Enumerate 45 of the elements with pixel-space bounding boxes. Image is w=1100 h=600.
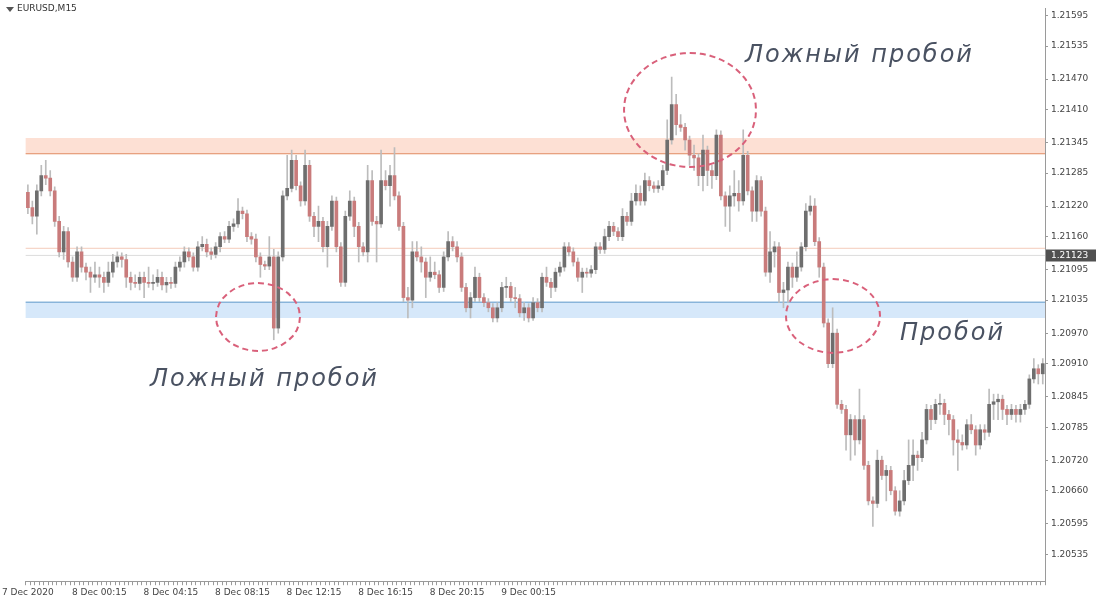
y-tick-label: 1.20785 — [1051, 421, 1089, 432]
candlestick — [580, 267, 585, 293]
y-tick-label: 1.21470 — [1051, 73, 1089, 84]
y-tick-label: 1.20720 — [1051, 454, 1089, 465]
x-tick-label: 8 Dec 12:15 — [286, 586, 342, 597]
y-tick-label: 1.21035 — [1051, 294, 1089, 305]
candlestick — [884, 464, 889, 502]
candlestick — [263, 260, 267, 270]
candlestick — [955, 429, 960, 471]
chart-title: EURUSD,M15 — [17, 3, 77, 13]
y-tick-label: 1.21345 — [1051, 136, 1089, 147]
x-tick-label: 8 Dec 20:15 — [429, 586, 485, 597]
y-tick-label: 1.20910 — [1051, 358, 1089, 369]
y-tick-label: 1.21410 — [1051, 103, 1089, 114]
y-tick-label: 1.20970 — [1051, 327, 1089, 338]
y-tick-label: 1.20845 — [1051, 391, 1089, 402]
candlestick — [996, 393, 1000, 420]
y-tick-label: 1.21095 — [1051, 263, 1089, 274]
candlestick — [93, 261, 97, 283]
annotation: Ложный пробой — [745, 40, 974, 68]
y-tick-label: 1.20535 — [1051, 548, 1089, 559]
candlestick — [428, 256, 433, 282]
y-tick-label: 1.21160 — [1051, 230, 1089, 241]
y-tick-label: 1.21595 — [1051, 9, 1089, 20]
candlestick — [151, 274, 155, 291]
x-tick-label: 7 Dec 2020 — [1, 586, 55, 597]
x-tick-label: 8 Dec 08:15 — [215, 586, 270, 597]
y-tick-label: 1.20660 — [1051, 485, 1089, 496]
y-tick-label: 1.21535 — [1051, 40, 1089, 51]
x-tick-label: 8 Dec 16:15 — [358, 586, 413, 597]
y-tick-label: 1.21285 — [1051, 167, 1089, 178]
x-tick-label: 8 Dec 04:15 — [143, 586, 199, 597]
candlestick — [133, 274, 138, 288]
candlestick — [736, 180, 741, 212]
y-tick-label: 1.20595 — [1051, 518, 1089, 529]
candlestick — [871, 496, 875, 527]
annotation: Ложный пробой — [150, 364, 379, 392]
candlestick — [142, 271, 146, 298]
y-tick-label: 1.21220 — [1051, 200, 1089, 211]
x-tick-label: 8 Dec 00:15 — [72, 586, 127, 597]
annotation: Пробой — [900, 318, 1006, 346]
ref-line-label: 1.21123 — [1051, 249, 1089, 260]
candlestick — [584, 267, 589, 278]
candlestick — [169, 276, 173, 289]
x-tick-label: 9 Dec 00:15 — [501, 586, 557, 597]
